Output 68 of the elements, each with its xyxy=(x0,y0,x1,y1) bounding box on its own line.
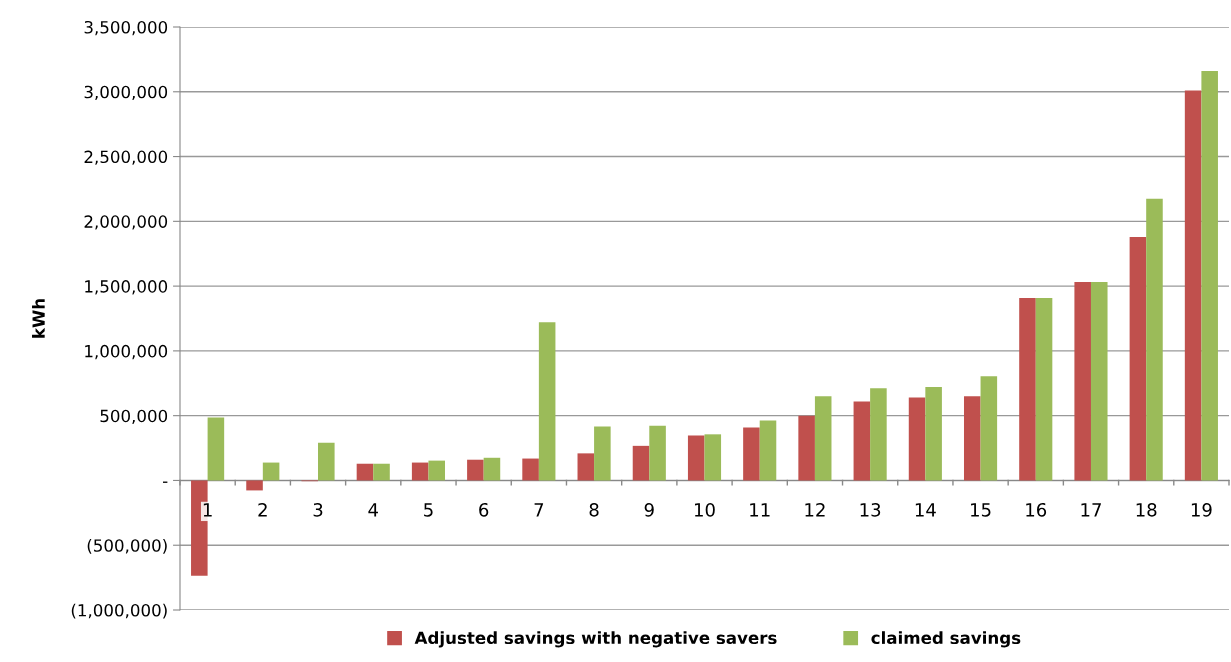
x-tick-label: 10 xyxy=(695,502,715,517)
x-tick-label: 3 xyxy=(313,502,323,517)
y-tick-label: 2,000,000 xyxy=(84,215,168,230)
x-tick-label: 9 xyxy=(644,502,654,517)
y-tick-label: 3,500,000 xyxy=(84,20,168,36)
bar xyxy=(632,445,650,481)
bar xyxy=(577,453,595,481)
bar xyxy=(522,458,539,481)
x-tick-label: 17 xyxy=(1081,503,1101,517)
bar xyxy=(925,387,942,481)
bar xyxy=(483,457,501,481)
y-tick-label: 1,000,000 xyxy=(85,344,168,360)
x-tick-label: 4 xyxy=(368,503,378,517)
bar xyxy=(1146,198,1163,481)
bar xyxy=(1074,282,1091,481)
y-tick-label: 1,500,000 xyxy=(85,280,168,295)
y-tick-label: (500,000) xyxy=(87,538,167,554)
y-tick-label: - xyxy=(163,481,168,483)
bar xyxy=(814,396,832,481)
bar xyxy=(687,435,705,481)
bar xyxy=(1201,71,1218,481)
y-axis-title: kWh xyxy=(32,299,45,338)
x-tick-label: 8 xyxy=(589,502,599,517)
bar xyxy=(1129,236,1147,481)
bar xyxy=(980,376,998,481)
y-tick-label: 2,500,000 xyxy=(84,150,168,165)
x-tick-label: 1 xyxy=(203,503,212,517)
bar xyxy=(1035,298,1053,481)
bar xyxy=(798,415,815,481)
bar xyxy=(1019,298,1036,481)
bar xyxy=(467,459,484,481)
x-tick-label: 6 xyxy=(479,502,489,517)
bar xyxy=(963,396,981,481)
bar xyxy=(538,322,556,481)
x-tick-label: 7 xyxy=(534,503,544,517)
y-tick-label: 500,000 xyxy=(100,409,168,424)
y-tick-label: 3,000,000 xyxy=(84,85,168,101)
legend-label: Adjusted savings with negative savers xyxy=(414,631,777,648)
bar xyxy=(246,480,263,491)
bar xyxy=(870,388,887,481)
x-tick-label: 15 xyxy=(971,503,991,517)
bar xyxy=(594,426,611,481)
bar xyxy=(1090,282,1108,481)
bar xyxy=(759,420,777,481)
y-tick-label: (1,000,000) xyxy=(71,603,167,619)
bar xyxy=(356,463,374,481)
x-tick-label: 16 xyxy=(1026,502,1047,517)
bar xyxy=(207,417,225,481)
bar xyxy=(262,462,280,481)
bar xyxy=(428,460,446,481)
x-tick-label: 18 xyxy=(1136,502,1157,517)
x-tick-label: 12 xyxy=(805,502,825,517)
legend-label: claimed savings xyxy=(871,631,1021,648)
bar xyxy=(318,442,335,481)
bar xyxy=(743,427,760,481)
x-tick-label: 5 xyxy=(424,503,433,517)
bar xyxy=(373,463,390,481)
bar xyxy=(853,401,871,481)
x-tick-label: 11 xyxy=(750,503,770,517)
bar xyxy=(704,434,722,481)
x-tick-label: 19 xyxy=(1191,502,1212,517)
x-tick-label: 13 xyxy=(860,502,881,517)
x-tick-label: 14 xyxy=(915,503,936,517)
bar xyxy=(649,425,666,481)
x-tick-label: 2 xyxy=(258,502,267,517)
bar xyxy=(1184,90,1202,481)
bar xyxy=(411,462,429,481)
bar xyxy=(908,397,926,481)
